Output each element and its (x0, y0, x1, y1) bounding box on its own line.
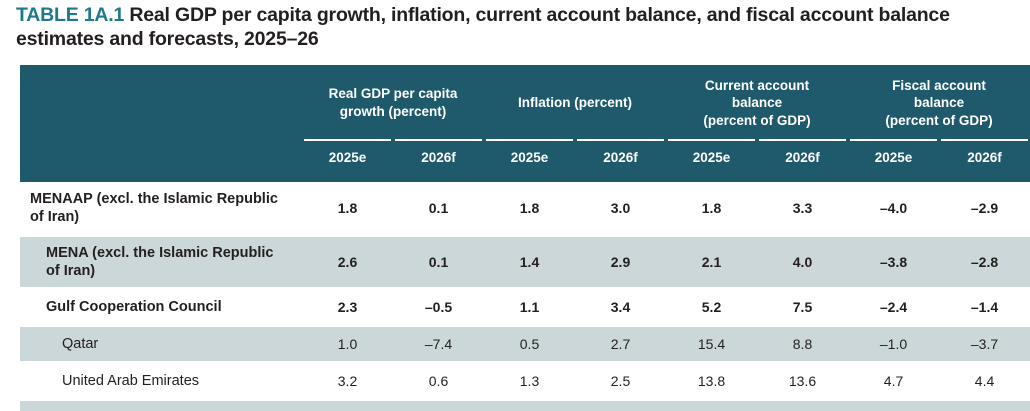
row-label: MENAAP (excl. the Islamic Republic of Ir… (20, 182, 302, 237)
table-body: MENAAP (excl. the Islamic Republic of Ir… (20, 182, 1030, 411)
cell-value: 0.5 (484, 326, 575, 364)
cell-value: 3.4 (575, 290, 666, 327)
cell-value: 8.8 (757, 326, 849, 364)
cell-value: 1.8 (484, 182, 575, 237)
cell-value: 2.9 (575, 236, 666, 290)
sub-header-2025e: 2025e (848, 138, 940, 182)
table-title: TABLE 1A.1 Real GDP per capita growth, i… (16, 4, 1016, 52)
cell-value: 1.4 (393, 400, 484, 411)
sub-header-2025e: 2025e (302, 138, 393, 182)
sub-header-2026f: 2026f (757, 138, 849, 182)
cell-value: 1.4 (484, 236, 575, 290)
data-table-container: Real GDP per capita growth (percent) Inf… (20, 64, 1030, 411)
cell-value: –0.5 (393, 290, 484, 327)
row-label: Gulf Cooperation Council (20, 290, 302, 327)
cell-value: 3.3 (757, 182, 849, 237)
cell-value: 0.6 (393, 364, 484, 401)
cell-value: –7.4 (393, 326, 484, 364)
cell-value: –3.0 (939, 400, 1030, 411)
cell-value: 2.0 (484, 400, 575, 411)
cell-value: –2.7 (666, 400, 757, 411)
cell-value: –2.4 (848, 290, 940, 327)
cell-value: 4.4 (939, 364, 1030, 401)
group-header-current-account: Current account balance (percent of GDP) (666, 64, 849, 139)
table-row-saudi-arabia: Saudi Arabia 2.7 1.4 2.0 2.8 –2.7 3.3 –6… (20, 400, 1030, 411)
cell-value: –2.8 (939, 236, 1030, 290)
cell-value: 0.1 (393, 236, 484, 290)
table-row-qatar: Qatar 1.0 –7.4 0.5 2.7 15.4 8.8 –1.0 –3.… (20, 326, 1030, 364)
cell-value: –4.0 (848, 182, 940, 237)
row-label: MENA (excl. the Islamic Republic of Iran… (20, 236, 302, 290)
sub-header-2026f: 2026f (939, 138, 1030, 182)
table-row-uae: United Arab Emirates 3.2 0.6 1.3 2.5 13.… (20, 364, 1030, 401)
data-table: Real GDP per capita growth (percent) Inf… (20, 64, 1030, 411)
table-title-text: Real GDP per capita growth, inflation, c… (16, 4, 950, 50)
cell-value: 1.8 (302, 182, 393, 237)
cell-value: –3.8 (848, 236, 940, 290)
cell-value: 1.1 (484, 290, 575, 327)
cell-value: 13.8 (666, 364, 757, 401)
cell-value: 2.6 (302, 236, 393, 290)
cell-value: 13.6 (757, 364, 849, 401)
table-row-menaap: MENAAP (excl. the Islamic Republic of Ir… (20, 182, 1030, 237)
cell-value: 1.8 (666, 182, 757, 237)
row-label: Qatar (20, 326, 302, 364)
sub-header-2025e: 2025e (666, 138, 757, 182)
table-number: TABLE 1A.1 (16, 4, 125, 26)
sub-header-2026f: 2026f (393, 138, 484, 182)
cell-value: 2.3 (302, 290, 393, 327)
cell-value: –1.4 (939, 290, 1030, 327)
cell-value: 3.0 (575, 182, 666, 237)
group-header-row: Real GDP per capita growth (percent) Inf… (20, 64, 1030, 182)
sub-header-row: 2025e 2026f 2025e 2026f 2025e 2026f 2025… (20, 138, 1030, 182)
cell-value: 1.0 (302, 326, 393, 364)
cell-value: 2.7 (302, 400, 393, 411)
cell-value: 7.5 (757, 290, 849, 327)
row-label: Saudi Arabia (20, 400, 302, 411)
cell-value: 5.2 (666, 290, 757, 327)
cell-value: 0.1 (393, 182, 484, 237)
cell-value: –2.9 (939, 182, 1030, 237)
group-header-fiscal-account: Fiscal account balance (percent of GDP) (848, 64, 1030, 139)
sub-header-2026f: 2026f (575, 138, 666, 182)
row-label: United Arab Emirates (20, 364, 302, 401)
group-header-inflation: Inflation (percent) (484, 64, 666, 139)
cell-value: 2.7 (575, 326, 666, 364)
group-header-gdp: Real GDP per capita growth (percent) (302, 64, 484, 139)
cell-value: –1.0 (848, 326, 940, 364)
table-row-mena: MENA (excl. the Islamic Republic of Iran… (20, 236, 1030, 290)
cell-value: 2.8 (575, 400, 666, 411)
table-row-gcc: Gulf Cooperation Council 2.3 –0.5 1.1 3.… (20, 290, 1030, 327)
sub-header-2025e: 2025e (484, 138, 575, 182)
cell-value: 1.3 (484, 364, 575, 401)
cell-value: 2.1 (666, 236, 757, 290)
cell-value: 3.2 (302, 364, 393, 401)
table-header: Real GDP per capita growth (percent) Inf… (20, 64, 1030, 182)
cell-value: 4.7 (848, 364, 940, 401)
header-corner-cell (20, 64, 302, 182)
cell-value: 2.5 (575, 364, 666, 401)
cell-value: 15.4 (666, 326, 757, 364)
cell-value: –6.0 (848, 400, 940, 411)
cell-value: 3.3 (757, 400, 849, 411)
cell-value: 4.0 (757, 236, 849, 290)
cell-value: –3.7 (939, 326, 1030, 364)
